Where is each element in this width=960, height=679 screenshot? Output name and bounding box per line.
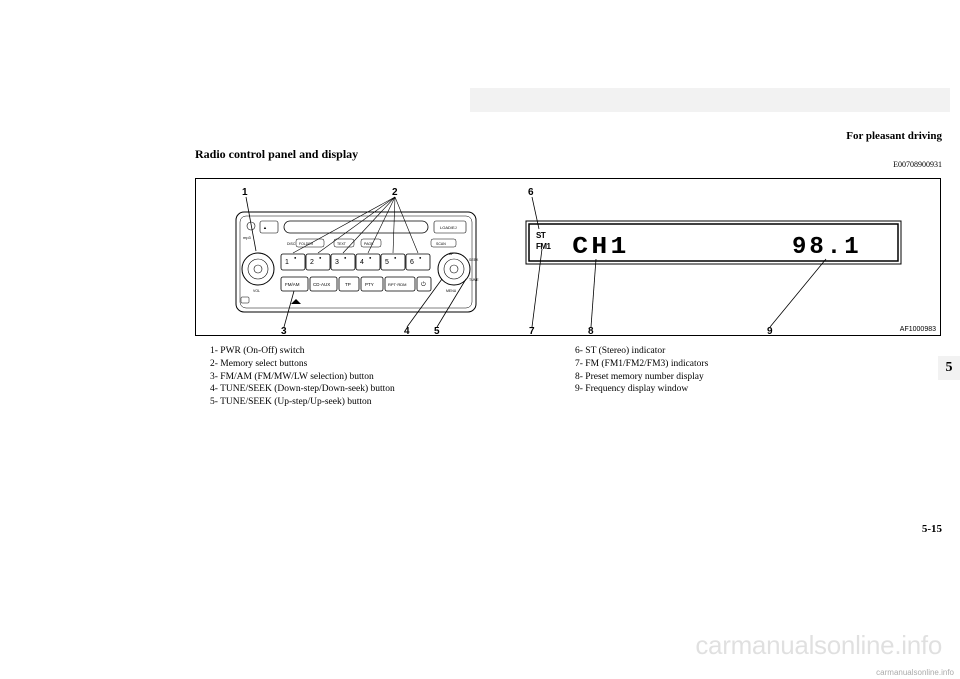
svg-text:FM/AM: FM/AM bbox=[285, 282, 300, 287]
svg-text:3: 3 bbox=[335, 259, 339, 266]
svg-text:1: 1 bbox=[285, 259, 289, 266]
svg-text:5: 5 bbox=[434, 326, 440, 335]
svg-text:TP: TP bbox=[345, 282, 351, 287]
svg-text:FM1: FM1 bbox=[536, 242, 552, 251]
header-gray-strip bbox=[470, 88, 950, 112]
section-number-tab: 5 bbox=[938, 356, 960, 380]
legend-item: 5- TUNE/SEEK (Up-step/Up-seek) button bbox=[210, 396, 395, 409]
svg-text:LOAD/EJ: LOAD/EJ bbox=[440, 225, 457, 230]
svg-text:●: ● bbox=[294, 255, 297, 260]
legend-item: 7- FM (FM1/FM2/FM3) indicators bbox=[575, 358, 708, 371]
svg-text:TUNE: TUNE bbox=[469, 278, 479, 282]
legend-item: 8- Preset memory number display bbox=[575, 371, 708, 384]
svg-text:1: 1 bbox=[242, 187, 248, 198]
svg-text:RPT·RDM: RPT·RDM bbox=[388, 282, 406, 287]
svg-text:●: ● bbox=[369, 255, 372, 260]
svg-text:mp3: mp3 bbox=[243, 235, 252, 240]
svg-text:SCAN: SCAN bbox=[436, 242, 446, 246]
svg-text:●: ● bbox=[319, 255, 322, 260]
legend-right-column: 6- ST (Stereo) indicator 7- FM (FM1/FM2/… bbox=[575, 345, 708, 396]
svg-text:⏻: ⏻ bbox=[421, 281, 426, 288]
watermark-text: carmanualsonline.info bbox=[695, 630, 942, 661]
watermark-small-text: carmanualsonline.info bbox=[876, 668, 954, 677]
figure-code: AF1000983 bbox=[900, 326, 936, 333]
svg-text:●: ● bbox=[419, 255, 422, 260]
svg-text:2: 2 bbox=[310, 259, 314, 266]
svg-text:ST: ST bbox=[536, 231, 546, 240]
svg-text:6: 6 bbox=[410, 259, 414, 266]
section-title: Radio control panel and display bbox=[195, 147, 358, 162]
svg-text:8: 8 bbox=[588, 326, 594, 335]
svg-text:3: 3 bbox=[281, 326, 287, 335]
svg-text:PTY: PTY bbox=[365, 282, 374, 287]
svg-text:MENU: MENU bbox=[446, 289, 457, 293]
svg-text:AF: AF bbox=[449, 252, 453, 256]
svg-text:9: 9 bbox=[767, 326, 773, 335]
legend-item: 4- TUNE/SEEK (Down-step/Down-seek) butto… bbox=[210, 383, 395, 396]
svg-text:●: ● bbox=[394, 255, 397, 260]
svg-text:98.1: 98.1 bbox=[792, 234, 862, 261]
legend-left-column: 1- PWR (On-Off) switch 2- Memory select … bbox=[210, 345, 395, 409]
svg-text:VOL: VOL bbox=[253, 289, 260, 293]
svg-text:2: 2 bbox=[392, 187, 398, 198]
legend-item: 2- Memory select buttons bbox=[210, 358, 395, 371]
svg-text:5: 5 bbox=[385, 259, 389, 266]
svg-text:▲: ▲ bbox=[263, 225, 267, 230]
chapter-header: For pleasant driving bbox=[846, 130, 942, 142]
svg-text:DISC: DISC bbox=[287, 242, 296, 246]
svg-text:CD·AUX: CD·AUX bbox=[313, 282, 330, 287]
svg-text:SEEK: SEEK bbox=[469, 258, 479, 262]
svg-text:CH1: CH1 bbox=[572, 233, 629, 261]
legend-item: 1- PWR (On-Off) switch bbox=[210, 345, 395, 358]
svg-text:TEXT: TEXT bbox=[337, 242, 347, 246]
legend-item: 9- Frequency display window bbox=[575, 383, 708, 396]
radio-figure: mp3 ▲ LOAD/EJ DISC FOLDER TEXT PAGE SCAN bbox=[195, 178, 941, 336]
svg-text:7: 7 bbox=[529, 326, 535, 335]
svg-text:6: 6 bbox=[528, 187, 534, 198]
svg-text:4: 4 bbox=[360, 259, 364, 266]
legend-item: 6- ST (Stereo) indicator bbox=[575, 345, 708, 358]
legend-item: 3- FM/AM (FM/MW/LW selection) button bbox=[210, 371, 395, 384]
page-number: 5-15 bbox=[922, 523, 942, 535]
document-code: E00708900931 bbox=[893, 160, 942, 169]
svg-text:4: 4 bbox=[404, 326, 410, 335]
svg-text:●: ● bbox=[344, 255, 347, 260]
